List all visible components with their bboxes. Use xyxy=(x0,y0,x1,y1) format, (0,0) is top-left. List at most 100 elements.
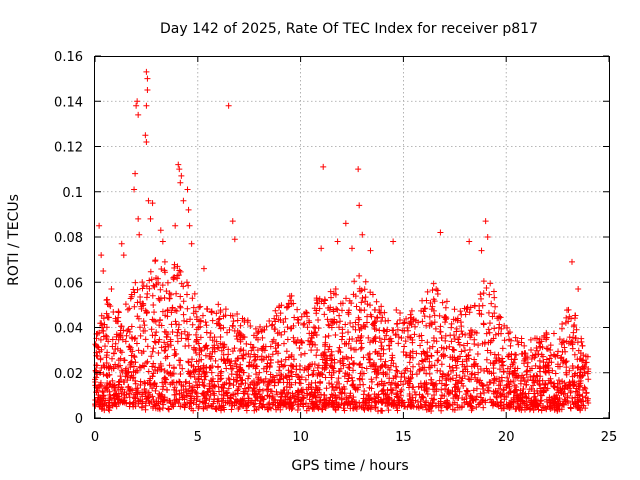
data-point xyxy=(356,202,363,209)
data-point xyxy=(432,325,439,332)
data-point xyxy=(483,356,490,363)
data-point xyxy=(386,375,393,382)
data-point xyxy=(433,286,440,293)
data-point xyxy=(109,343,116,350)
data-point xyxy=(404,380,411,387)
data-point xyxy=(571,315,578,322)
data-point xyxy=(282,356,289,363)
data-point xyxy=(561,344,568,351)
data-point xyxy=(103,324,110,331)
data-point xyxy=(400,381,407,388)
data-point xyxy=(385,407,392,414)
data-point xyxy=(216,388,223,395)
data-point xyxy=(176,361,183,368)
data-point xyxy=(298,313,305,320)
data-point xyxy=(199,390,206,397)
data-point xyxy=(364,313,371,320)
data-point xyxy=(424,349,431,356)
data-point xyxy=(144,343,151,350)
data-point xyxy=(190,304,197,311)
data-point xyxy=(265,381,272,388)
data-point xyxy=(139,398,146,405)
data-point xyxy=(310,324,317,331)
data-point xyxy=(504,374,511,381)
data-point xyxy=(281,393,288,400)
data-point xyxy=(243,388,250,395)
data-point xyxy=(94,353,101,360)
data-point xyxy=(442,332,449,339)
data-point xyxy=(327,394,334,401)
data-point xyxy=(251,357,258,364)
data-point xyxy=(440,351,447,358)
data-point xyxy=(267,359,274,366)
data-point xyxy=(227,362,234,369)
data-point xyxy=(288,362,295,369)
data-point xyxy=(333,305,340,312)
data-point xyxy=(277,376,284,383)
data-point xyxy=(501,337,508,344)
data-point xyxy=(464,363,471,370)
data-point xyxy=(176,357,183,364)
data-point xyxy=(377,339,384,346)
data-point xyxy=(161,347,168,354)
data-point xyxy=(143,360,150,367)
data-point xyxy=(229,348,236,355)
data-point xyxy=(239,334,246,341)
data-point xyxy=(361,286,368,293)
data-point xyxy=(356,272,363,279)
data-point xyxy=(579,342,586,349)
data-point xyxy=(465,376,472,383)
data-point xyxy=(121,389,128,396)
data-point xyxy=(365,391,372,398)
data-point xyxy=(141,386,148,393)
data-point xyxy=(197,323,204,330)
data-point xyxy=(378,303,385,310)
data-point xyxy=(373,298,380,305)
data-point xyxy=(570,329,577,336)
data-point xyxy=(394,394,401,401)
data-point xyxy=(485,326,492,333)
data-point xyxy=(359,376,366,383)
data-point xyxy=(236,329,243,336)
data-point xyxy=(333,399,340,406)
data-point xyxy=(284,379,291,386)
data-point xyxy=(386,336,393,343)
data-point xyxy=(518,335,525,342)
data-point xyxy=(174,338,181,345)
data-point xyxy=(451,354,458,361)
data-point xyxy=(209,337,216,344)
data-point xyxy=(477,291,484,298)
data-point xyxy=(287,325,294,332)
data-point xyxy=(310,367,317,374)
data-point xyxy=(448,338,455,345)
data-point xyxy=(538,338,545,345)
data-point xyxy=(177,293,184,300)
data-point xyxy=(528,365,535,372)
data-point xyxy=(318,370,325,377)
data-point xyxy=(336,344,343,351)
data-point xyxy=(466,238,473,245)
data-point xyxy=(94,398,101,405)
data-point xyxy=(464,388,471,395)
data-point xyxy=(393,307,400,314)
data-point xyxy=(363,365,370,372)
data-point xyxy=(348,374,355,381)
data-point xyxy=(460,342,467,349)
data-point xyxy=(157,227,164,234)
data-point xyxy=(236,404,243,411)
data-point xyxy=(294,407,301,414)
data-point xyxy=(487,280,494,287)
data-point xyxy=(357,345,364,352)
data-point xyxy=(367,302,374,309)
data-point xyxy=(92,378,99,385)
data-point xyxy=(519,398,526,405)
data-point xyxy=(574,356,581,363)
chart-title: Day 142 of 2025, Rate Of TEC Index for r… xyxy=(160,21,538,37)
data-point xyxy=(339,300,346,307)
data-point xyxy=(482,218,489,225)
data-point xyxy=(291,395,298,402)
data-point xyxy=(128,323,135,330)
data-point xyxy=(139,285,146,292)
data-point xyxy=(141,322,148,329)
data-point xyxy=(348,300,355,307)
